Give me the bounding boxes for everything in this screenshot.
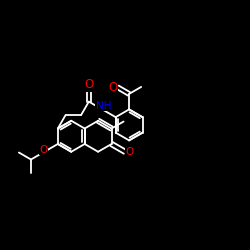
Text: NH: NH: [96, 101, 111, 111]
Text: O: O: [125, 147, 134, 157]
Text: O: O: [84, 78, 94, 91]
Text: O: O: [108, 81, 118, 94]
Text: O: O: [39, 145, 47, 155]
